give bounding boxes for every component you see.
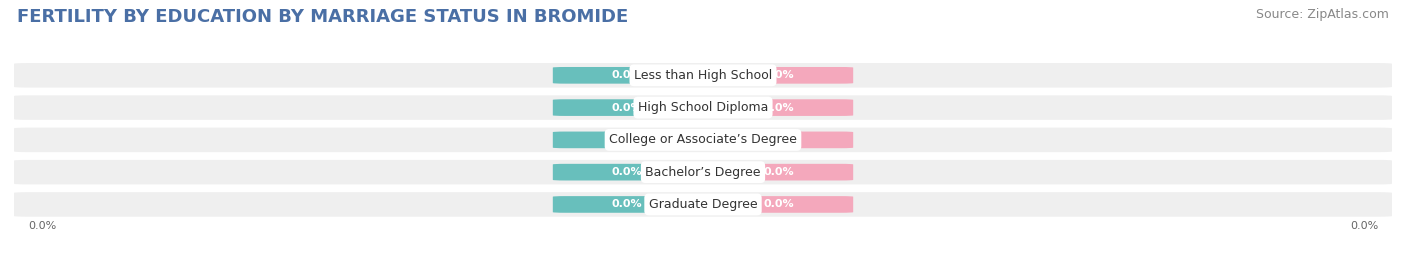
Text: 0.0%: 0.0%	[612, 70, 643, 80]
Text: Source: ZipAtlas.com: Source: ZipAtlas.com	[1256, 8, 1389, 21]
FancyBboxPatch shape	[14, 95, 1392, 120]
Text: Less than High School: Less than High School	[634, 69, 772, 82]
FancyBboxPatch shape	[704, 196, 853, 213]
Text: Bachelor’s Degree: Bachelor’s Degree	[645, 166, 761, 179]
FancyBboxPatch shape	[704, 99, 853, 116]
FancyBboxPatch shape	[553, 196, 702, 213]
Text: 0.0%: 0.0%	[612, 167, 643, 177]
FancyBboxPatch shape	[553, 132, 702, 148]
Text: 0.0%: 0.0%	[28, 221, 56, 231]
FancyBboxPatch shape	[704, 132, 853, 148]
Text: 0.0%: 0.0%	[612, 199, 643, 210]
Text: 0.0%: 0.0%	[612, 102, 643, 113]
FancyBboxPatch shape	[14, 63, 1392, 88]
FancyBboxPatch shape	[553, 164, 702, 180]
Text: 0.0%: 0.0%	[1350, 221, 1378, 231]
FancyBboxPatch shape	[14, 160, 1392, 185]
FancyBboxPatch shape	[704, 67, 853, 84]
Text: 0.0%: 0.0%	[763, 70, 794, 80]
FancyBboxPatch shape	[14, 192, 1392, 217]
Text: College or Associate’s Degree: College or Associate’s Degree	[609, 133, 797, 146]
FancyBboxPatch shape	[704, 164, 853, 180]
Text: 0.0%: 0.0%	[763, 167, 794, 177]
Text: 0.0%: 0.0%	[763, 199, 794, 210]
Text: 0.0%: 0.0%	[763, 102, 794, 113]
FancyBboxPatch shape	[553, 99, 702, 116]
Text: 0.0%: 0.0%	[763, 135, 794, 145]
FancyBboxPatch shape	[14, 128, 1392, 152]
Text: Graduate Degree: Graduate Degree	[648, 198, 758, 211]
Text: FERTILITY BY EDUCATION BY MARRIAGE STATUS IN BROMIDE: FERTILITY BY EDUCATION BY MARRIAGE STATU…	[17, 8, 628, 26]
Text: 0.0%: 0.0%	[612, 135, 643, 145]
FancyBboxPatch shape	[553, 67, 702, 84]
Text: High School Diploma: High School Diploma	[638, 101, 768, 114]
